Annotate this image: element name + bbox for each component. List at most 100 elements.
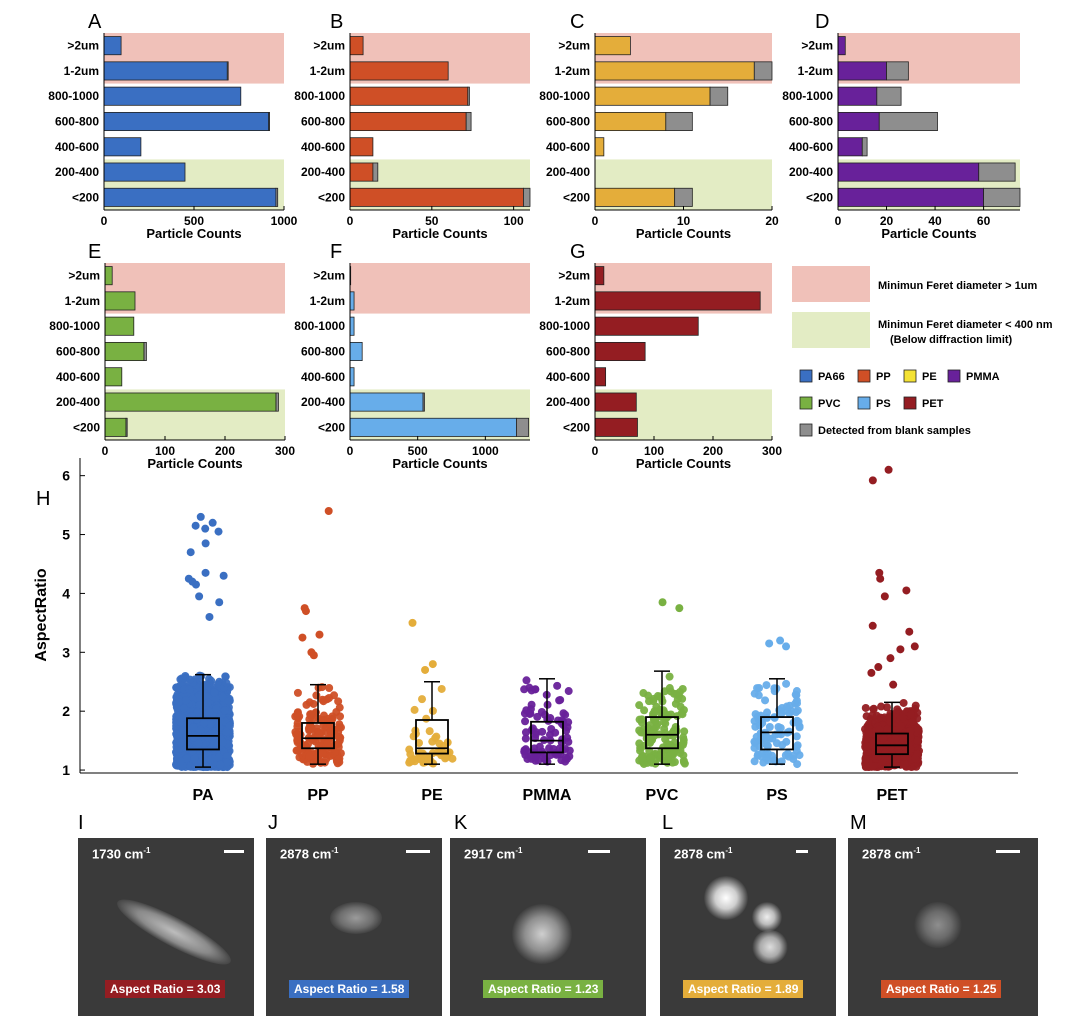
box bbox=[875, 732, 909, 756]
x-tick-label: 0 bbox=[592, 444, 599, 458]
blank-bar bbox=[143, 341, 147, 362]
particle-blob bbox=[512, 904, 572, 964]
outlier-point bbox=[208, 518, 217, 527]
x-tick-label: PMMA bbox=[523, 787, 572, 804]
x-tick-label: 1000 bbox=[472, 444, 499, 458]
data-point bbox=[406, 756, 415, 765]
outlier-point bbox=[191, 580, 200, 589]
data-point bbox=[907, 710, 916, 719]
outlier-point bbox=[875, 568, 884, 577]
outlier-point bbox=[428, 660, 437, 669]
particle-blob bbox=[330, 902, 382, 934]
data-point bbox=[332, 707, 341, 716]
bar bbox=[349, 86, 469, 106]
data-point bbox=[639, 689, 648, 698]
bar bbox=[103, 187, 277, 207]
blank-bar bbox=[753, 61, 773, 81]
bar bbox=[104, 341, 145, 362]
data-point bbox=[318, 749, 327, 758]
category-tick-label: >2um bbox=[558, 39, 590, 53]
category-tick-label: 200-400 bbox=[546, 395, 590, 409]
data-point bbox=[210, 688, 219, 697]
bar bbox=[837, 36, 846, 56]
data-point bbox=[881, 751, 890, 760]
particle-blob bbox=[914, 902, 962, 948]
data-point bbox=[302, 700, 311, 709]
category-tick-label: 600-800 bbox=[546, 115, 590, 129]
category-tick-label: 800-1000 bbox=[294, 319, 345, 333]
category-tick-label: 400-600 bbox=[546, 140, 590, 154]
data-point bbox=[222, 728, 231, 737]
data-point bbox=[186, 675, 195, 684]
data-point bbox=[199, 719, 208, 728]
x-tick-label: 0 bbox=[592, 214, 599, 228]
bar bbox=[837, 61, 887, 81]
blank-bar bbox=[523, 187, 531, 207]
legend-label: PVC bbox=[818, 398, 841, 410]
category-tick-label: 800-1000 bbox=[49, 319, 100, 333]
x-tick-label: 200 bbox=[703, 444, 723, 458]
category-tick-label: <200 bbox=[318, 420, 345, 434]
category-tick-label: 400-600 bbox=[301, 370, 345, 384]
bar bbox=[349, 316, 355, 336]
category-tick-label: 200-400 bbox=[789, 165, 833, 179]
category-tick-label: 1-2um bbox=[310, 64, 345, 78]
outlier-point bbox=[408, 618, 417, 627]
data-point bbox=[306, 710, 315, 719]
data-point bbox=[220, 706, 229, 715]
data-point bbox=[224, 696, 233, 705]
bar bbox=[837, 86, 878, 106]
x-tick-label: 500 bbox=[184, 214, 204, 228]
data-point bbox=[521, 728, 530, 737]
category-tick-label: >2um bbox=[558, 269, 590, 283]
data-point bbox=[791, 708, 800, 717]
data-point bbox=[326, 752, 335, 761]
blank-bar bbox=[516, 417, 530, 437]
legend-swatch bbox=[799, 369, 813, 383]
data-point bbox=[425, 727, 434, 736]
bar bbox=[594, 417, 638, 437]
x-tick-label: 100 bbox=[504, 214, 524, 228]
data-point bbox=[900, 760, 909, 769]
x-tick-label: 0 bbox=[347, 444, 354, 458]
data-point bbox=[898, 734, 907, 743]
particle-blob bbox=[752, 902, 782, 932]
data-point bbox=[414, 738, 423, 747]
data-point bbox=[305, 752, 314, 761]
y-tick-label: 2 bbox=[62, 703, 70, 719]
data-point bbox=[203, 733, 212, 742]
category-tick-label: <200 bbox=[563, 420, 590, 434]
outlier-point bbox=[195, 592, 204, 601]
legend-swatch-green bbox=[792, 312, 870, 348]
data-point bbox=[791, 690, 800, 699]
blank-bar bbox=[978, 162, 1016, 182]
data-point bbox=[422, 714, 431, 723]
data-point bbox=[197, 672, 206, 681]
data-point bbox=[176, 738, 185, 747]
bar bbox=[349, 417, 517, 437]
panel-letter: C bbox=[570, 11, 584, 33]
bar bbox=[594, 137, 605, 157]
data-point bbox=[437, 684, 446, 693]
x-tick-label: 0 bbox=[347, 214, 354, 228]
bar bbox=[104, 417, 127, 437]
bar bbox=[594, 341, 646, 362]
data-point bbox=[761, 696, 770, 705]
legend-label: PE bbox=[922, 371, 937, 383]
bar bbox=[594, 367, 607, 387]
category-tick-label: 400-600 bbox=[789, 140, 833, 154]
y-tick-label: 6 bbox=[62, 468, 70, 484]
image-panel-I: 1730 cm-1 Aspect Ratio = 3.03 bbox=[78, 838, 254, 1016]
data-point bbox=[861, 761, 870, 770]
x-axis-label: Particle Counts bbox=[392, 456, 487, 471]
outlier-point bbox=[880, 592, 889, 601]
x-axis-label: Particle Counts bbox=[392, 226, 487, 241]
data-point bbox=[520, 685, 529, 694]
x-tick-label: 0 bbox=[835, 214, 842, 228]
data-point bbox=[210, 740, 219, 749]
blank-bar bbox=[674, 187, 693, 207]
outlier-point bbox=[215, 598, 224, 607]
data-point bbox=[789, 751, 798, 760]
scale-bar bbox=[796, 850, 808, 853]
data-point bbox=[565, 746, 574, 755]
